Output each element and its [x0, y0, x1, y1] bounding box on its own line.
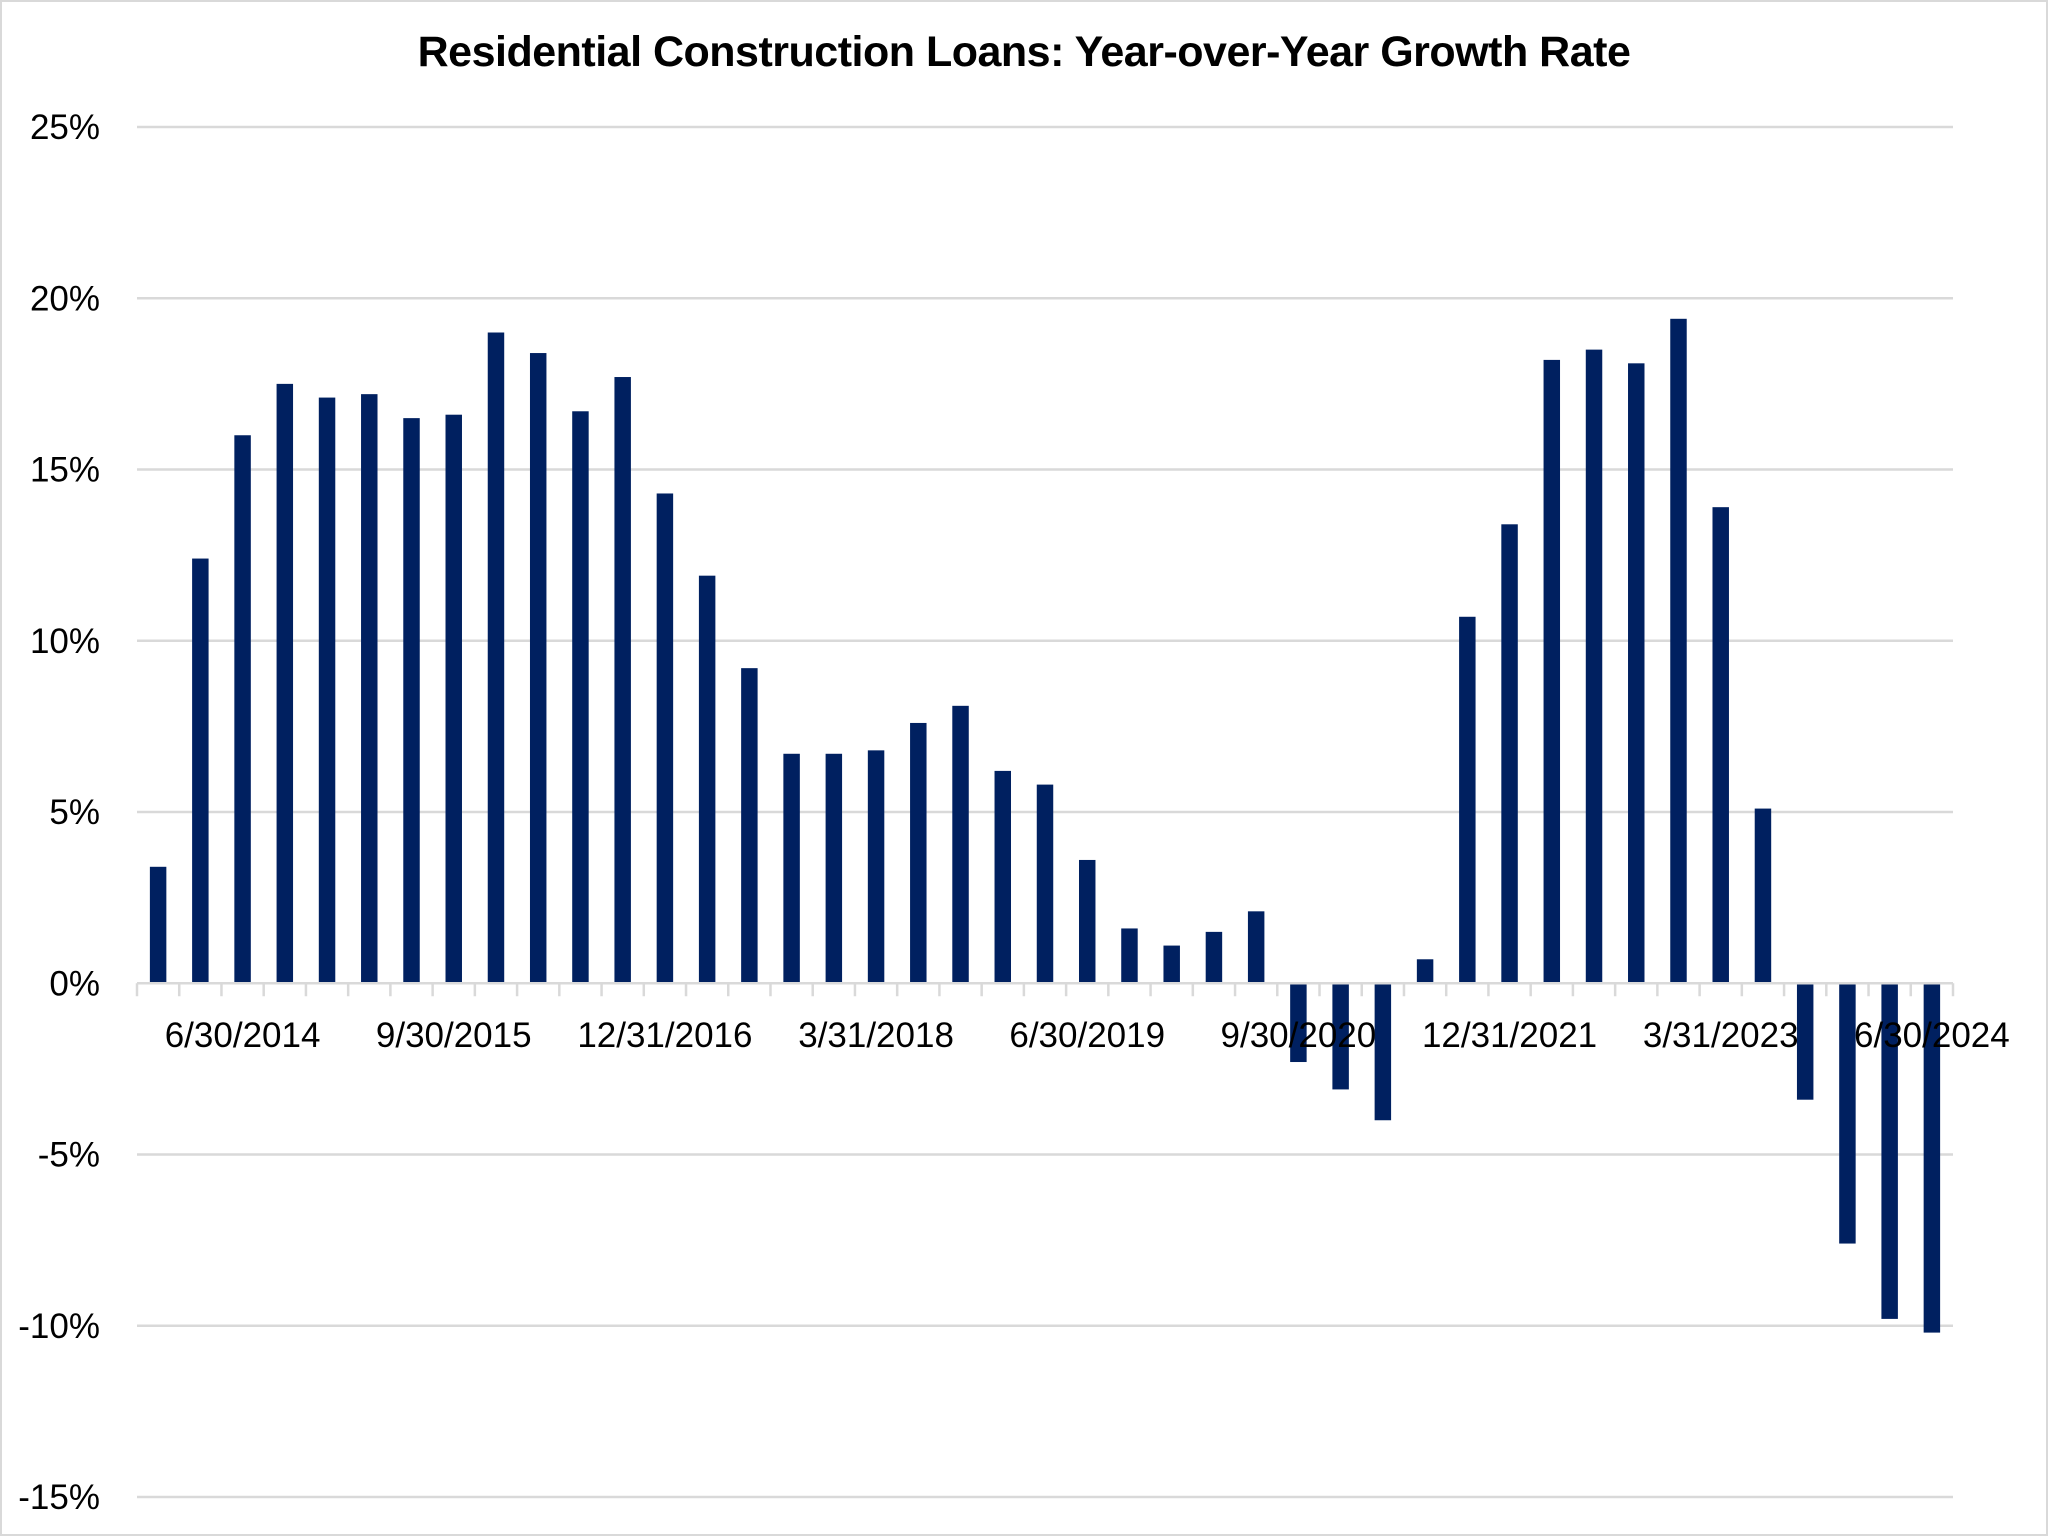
bar [1078, 859, 1096, 984]
bar [572, 411, 589, 984]
y-tick-label: -10% [18, 1307, 100, 1346]
bar [192, 558, 209, 984]
bar [1796, 983, 1814, 1100]
bar [741, 668, 758, 984]
bar [276, 383, 294, 984]
bar [1416, 959, 1434, 984]
bar [1585, 349, 1603, 984]
x-axis-labels: 6/30/2014 9/30/2015 12/31/2016 3/31/2018 6/3… [165, 1016, 2010, 1055]
bar [1332, 983, 1349, 1090]
bar [1712, 507, 1729, 984]
bar [1501, 524, 1518, 984]
bar [1290, 983, 1307, 1063]
x-tick-label: 6/30/2024 [1854, 1016, 2010, 1055]
bar [234, 435, 251, 984]
x-tick-label: 12/31/2021 [1422, 1016, 1597, 1055]
bar [1754, 808, 1772, 984]
bar [403, 418, 420, 984]
bar [529, 353, 547, 984]
bar [825, 753, 843, 984]
bar [1205, 931, 1223, 984]
bar [361, 394, 378, 984]
bar [952, 705, 969, 984]
bar [1543, 359, 1561, 984]
bar [994, 770, 1012, 984]
bar [910, 722, 927, 984]
x-tick-label: 9/30/2015 [376, 1016, 532, 1055]
x-tick-label: 6/30/2014 [165, 1016, 321, 1055]
bar [445, 414, 462, 984]
bar [783, 753, 800, 984]
bar [867, 750, 885, 984]
bar [1839, 983, 1856, 1244]
bar [1923, 983, 1941, 1333]
bar [1374, 983, 1392, 1121]
x-tick-label: 3/31/2023 [1643, 1016, 1799, 1055]
chart-title: Residential Construction Loans: Year-ove… [417, 28, 1631, 76]
x-tick-label: 6/30/2019 [1009, 1016, 1165, 1055]
x-axis [135, 982, 1955, 997]
bar [1121, 928, 1138, 984]
y-tick-label: 0% [49, 964, 100, 1003]
y-tick-label: 10% [30, 622, 100, 661]
bar [614, 377, 631, 984]
bar [318, 397, 336, 984]
bar [1670, 318, 1687, 984]
y-tick-label: -15% [18, 1478, 100, 1517]
bar [1247, 911, 1265, 984]
bar [1163, 945, 1180, 984]
y-tick-label: -5% [38, 1136, 100, 1175]
bar-series [149, 318, 1941, 1333]
bar [1459, 616, 1476, 984]
y-tick-label: 20% [30, 279, 100, 318]
y-axis-labels: 25% 20% 15% 10% 5% 0% -5% -10% -15% [18, 108, 100, 1517]
y-tick-label: 5% [49, 793, 100, 832]
y-tick-label: 25% [30, 108, 100, 147]
bar [487, 332, 505, 984]
x-tick-label: 9/30/2020 [1221, 1016, 1377, 1055]
y-gridlines [137, 125, 1953, 1499]
bar [1036, 784, 1054, 984]
y-tick-label: 15% [30, 451, 100, 490]
bar [1881, 983, 1898, 1319]
x-tick-label: 3/31/2018 [798, 1016, 954, 1055]
bar [656, 493, 674, 984]
bar [149, 866, 167, 984]
x-tick-label: 12/31/2016 [577, 1016, 752, 1055]
bar [1628, 363, 1645, 984]
bar [698, 575, 716, 984]
